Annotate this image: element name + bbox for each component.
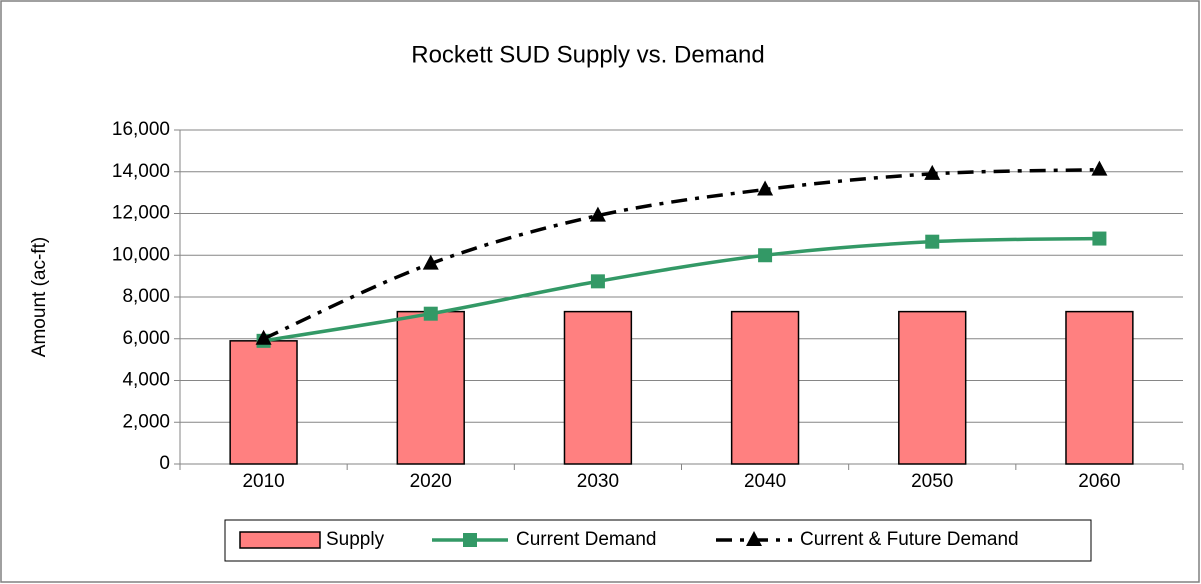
y-tick-label: 12,000 xyxy=(112,203,170,224)
point xyxy=(757,180,774,196)
y-tick-label: 0 xyxy=(159,453,170,474)
legend-box xyxy=(224,519,1092,562)
x-tick-label: 2020 xyxy=(410,471,452,492)
y-tick-label: 16,000 xyxy=(112,119,170,140)
point xyxy=(1092,231,1107,246)
point xyxy=(422,254,439,270)
y-tick-label: 8,000 xyxy=(122,286,170,307)
bar xyxy=(1065,310,1134,465)
legend-label: Current Demand xyxy=(516,529,656,550)
legend-label: Current & Future Demand xyxy=(800,529,1019,550)
point xyxy=(925,234,940,249)
bar xyxy=(898,310,967,465)
x-tick-label: 2030 xyxy=(577,471,619,492)
y-tick-label: 4,000 xyxy=(122,370,170,391)
legend-swatch xyxy=(239,531,321,549)
y-tick-label: 10,000 xyxy=(112,244,170,265)
y-tick-label: 14,000 xyxy=(112,161,170,182)
chart-title: Rockett SUD Supply vs. Demand xyxy=(411,41,764,68)
point xyxy=(924,164,941,180)
point xyxy=(590,274,605,289)
legend-marker xyxy=(463,533,477,547)
point xyxy=(589,206,606,222)
x-tick-label: 2050 xyxy=(911,471,953,492)
x-tick-label: 2040 xyxy=(744,471,786,492)
x-tick-label: 2010 xyxy=(242,471,284,492)
bar xyxy=(396,310,465,465)
y-axis-label: Amount (ac-ft) xyxy=(29,237,50,357)
bar xyxy=(563,310,633,465)
y-tick-label: 2,000 xyxy=(122,411,170,432)
line xyxy=(262,167,1100,341)
x-tick-label: 2060 xyxy=(1078,471,1120,492)
bar xyxy=(229,340,298,465)
point xyxy=(423,306,438,321)
point xyxy=(1091,160,1108,176)
bar xyxy=(730,310,800,465)
point xyxy=(758,248,773,263)
legend-marker xyxy=(746,531,762,546)
point xyxy=(255,329,272,345)
line xyxy=(263,236,1100,343)
y-tick-label: 6,000 xyxy=(122,328,170,349)
legend-label: Supply xyxy=(326,529,385,550)
